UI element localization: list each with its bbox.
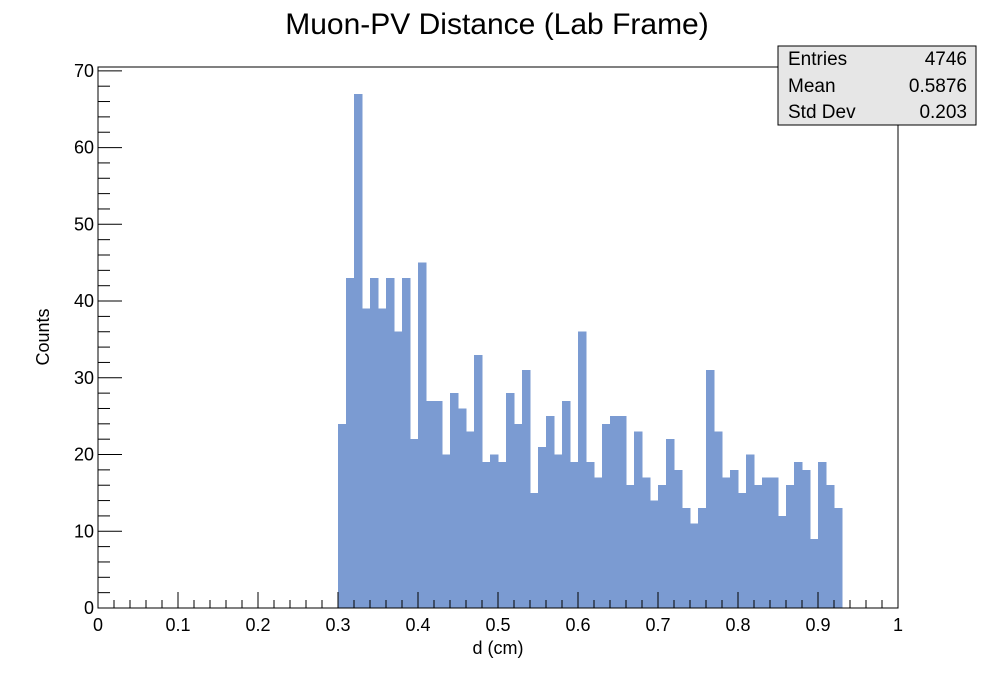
histogram-bar — [386, 278, 395, 608]
x-tick-label: 0.2 — [245, 615, 270, 635]
histogram-bar — [754, 485, 763, 608]
x-tick-label: 0.3 — [325, 615, 350, 635]
histogram-bar — [458, 408, 467, 608]
histogram-bar — [786, 485, 795, 608]
histogram-bar — [722, 477, 731, 608]
y-tick-label: 20 — [74, 445, 94, 465]
y-tick-label: 30 — [74, 368, 94, 388]
histogram-bar — [682, 508, 691, 608]
histogram-bar — [658, 485, 667, 608]
stats-stddev-value: 0.203 — [919, 102, 967, 123]
chart-title: Muon-PV Distance (Lab Frame) — [285, 8, 709, 41]
histogram-bar — [370, 278, 379, 608]
histogram-bar — [442, 454, 451, 608]
histogram-bar — [362, 308, 371, 608]
stats-mean-value: 0.5876 — [909, 76, 967, 97]
y-axis-ticks — [98, 70, 122, 609]
histogram-bar — [698, 508, 707, 608]
y-tick-label: 40 — [74, 291, 94, 311]
x-tick-label: 0.8 — [725, 615, 750, 635]
histogram-bar — [746, 454, 755, 608]
histogram-bar — [554, 454, 563, 608]
histogram-bar — [770, 477, 779, 608]
histogram-bar — [482, 462, 491, 608]
x-tick-label: 0.7 — [645, 615, 670, 635]
histogram-bar — [450, 393, 459, 608]
histogram-bar — [530, 492, 539, 608]
x-axis-title: d (cm) — [473, 638, 524, 658]
y-tick-label: 50 — [74, 214, 94, 234]
histogram-bar — [498, 462, 507, 608]
histogram-bar — [354, 93, 363, 608]
histogram-bar — [674, 469, 683, 608]
stats-mean-label: Mean — [788, 76, 836, 97]
histogram-bar — [618, 416, 627, 608]
histogram-bar — [578, 331, 587, 608]
x-tick-label: 0.4 — [405, 615, 430, 635]
y-tick-label: 70 — [74, 61, 94, 81]
histogram-bar — [466, 431, 475, 608]
x-tick-label: 0.1 — [165, 615, 190, 635]
histogram-bar — [434, 400, 443, 608]
histogram-bars — [338, 93, 843, 608]
x-tick-label: 0.5 — [485, 615, 510, 635]
histogram-bar — [730, 469, 739, 608]
histogram-bar — [826, 485, 835, 608]
histogram-bar — [802, 469, 811, 608]
y-tick-label: 0 — [84, 598, 94, 618]
histogram-bar — [394, 331, 403, 608]
x-axis-ticks — [97, 592, 899, 608]
histogram-bar — [706, 370, 715, 608]
x-tick-label: 0 — [93, 615, 103, 635]
histogram-bar — [810, 538, 819, 608]
histogram-bar — [402, 278, 411, 608]
histogram-bar — [378, 308, 387, 608]
histogram-bar — [506, 393, 515, 608]
histogram-bar — [514, 423, 523, 608]
histogram-bar — [522, 370, 531, 608]
histogram-bar — [690, 523, 699, 608]
histogram-bar — [834, 508, 843, 608]
histogram-bar — [586, 462, 595, 608]
histogram-bar — [794, 462, 803, 608]
histogram-bar — [634, 431, 643, 608]
x-tick-label: 1 — [893, 615, 903, 635]
stats-entries-label: Entries — [788, 49, 847, 70]
y-axis-title: Counts — [33, 308, 53, 365]
histogram-bar — [714, 431, 723, 608]
histogram-bar — [666, 439, 675, 608]
histogram-bar — [570, 462, 579, 608]
histogram-bar — [490, 454, 499, 608]
stats-stddev-label: Std Dev — [788, 102, 856, 123]
histogram-bar — [562, 400, 571, 608]
histogram-bar — [346, 278, 355, 608]
histogram-bar — [642, 477, 651, 608]
histogram-bar — [474, 354, 483, 608]
histogram-bar — [610, 416, 619, 608]
x-tick-label: 0.9 — [805, 615, 830, 635]
histogram-bar — [338, 423, 347, 608]
stats-box: Entries 4746 Mean 0.5876 Std Dev 0.203 — [777, 45, 977, 126]
histogram-bar — [650, 500, 659, 608]
histogram-bar — [818, 462, 827, 608]
stats-entries-value: 4746 — [925, 49, 967, 70]
x-tick-label: 0.6 — [565, 615, 590, 635]
histogram-bar — [762, 477, 771, 608]
histogram-bar — [594, 477, 603, 608]
histogram-bar — [738, 492, 747, 608]
x-axis-tick-labels: 0 0.1 0.2 0.3 0.4 0.5 0.6 0.7 0.8 0.9 1 — [93, 615, 903, 635]
histogram-bar — [538, 446, 547, 608]
y-tick-label: 60 — [74, 138, 94, 158]
histogram-bar — [778, 515, 787, 608]
stats-box-background — [777, 45, 977, 126]
histogram-bar — [426, 400, 435, 608]
histogram-bar — [602, 423, 611, 608]
histogram-bar — [546, 416, 555, 608]
y-tick-label: 10 — [74, 521, 94, 541]
y-axis-tick-labels: 0 10 20 30 40 50 60 70 — [74, 61, 94, 618]
histogram-bar — [418, 262, 427, 608]
histogram-bar — [626, 485, 635, 608]
histogram-bar — [410, 439, 419, 608]
